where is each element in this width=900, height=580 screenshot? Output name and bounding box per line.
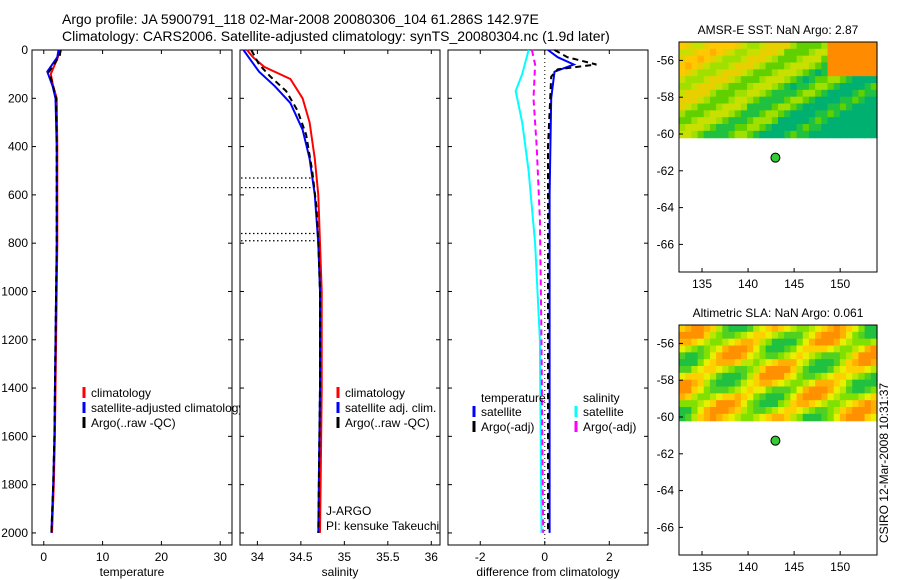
temperature-xtick-label: 20 bbox=[155, 550, 169, 564]
salinity-series-climatology bbox=[246, 49, 323, 533]
salinity-panel bbox=[239, 49, 441, 546]
salinity-xtick-label: 34.5 bbox=[289, 550, 313, 564]
amsr_sst-ytick-label: -66 bbox=[657, 237, 675, 251]
amsr_sst-ytick-label: -56 bbox=[657, 53, 675, 67]
amsr_sst-map-frame bbox=[678, 41, 878, 273]
altimetric_sla-ytick-label: -58 bbox=[657, 373, 675, 387]
amsr_sst-xtick-label: 140 bbox=[738, 277, 758, 291]
altimetric_sla-ytick-label: -56 bbox=[657, 336, 675, 350]
altimetric_sla-map-panel bbox=[678, 324, 878, 556]
argo-float-marker bbox=[770, 152, 781, 163]
amsr_sst-xtick-label: 150 bbox=[830, 277, 850, 291]
difference-series-argo-adj- bbox=[547, 49, 597, 533]
climatology-subtitle: Climatology: CARS2006. Satellite-adjuste… bbox=[62, 28, 610, 44]
altimetric_sla-xtick-label: 140 bbox=[738, 560, 758, 574]
pi-annotation: PI: kensuke Takeuchi bbox=[326, 519, 439, 533]
difference-xtick-label: 2 bbox=[606, 550, 613, 564]
salinity-xlabel: salinity bbox=[322, 565, 359, 579]
temperature-axes-box bbox=[31, 49, 233, 546]
depth-tick-label: 1000 bbox=[1, 284, 28, 298]
salinity-axes-box bbox=[239, 49, 441, 546]
salinity-legend-label: Argo(..raw -QC) bbox=[345, 416, 430, 430]
depth-tick-label: 1600 bbox=[1, 429, 28, 443]
temperature-series-argo-raw-qc- bbox=[48, 49, 62, 533]
salinity-xtick-label: 35.5 bbox=[376, 550, 400, 564]
amsr_sst-xtick-label: 135 bbox=[692, 277, 712, 291]
altimetric_sla-ytick-label: -64 bbox=[657, 484, 675, 498]
altimetric_sla-title: Altimetric SLA: NaN Argo: 0.061 bbox=[693, 306, 864, 320]
depth-tick-label: 200 bbox=[8, 91, 28, 105]
salinity-legend-label: satellite adj. clim. bbox=[345, 401, 436, 415]
program-annotation: J-ARGO bbox=[326, 504, 371, 518]
amsr_sst-field-cells bbox=[679, 42, 878, 139]
amsr_sst-title: AMSR-E SST: NaN Argo: 2.87 bbox=[698, 23, 859, 37]
altimetric_sla-ytick-label: -62 bbox=[657, 447, 675, 461]
amsr_sst-map-panel bbox=[678, 41, 878, 273]
temperature-xtick-label: 30 bbox=[214, 550, 228, 564]
salinity-xtick-label: 36 bbox=[425, 550, 439, 564]
depth-tick-label: 0 bbox=[21, 43, 28, 57]
temperature-panel bbox=[31, 49, 233, 546]
difference-legend-label: satellite bbox=[583, 405, 624, 419]
depth-tick-label: 2000 bbox=[1, 526, 28, 540]
temperature-legend-label: Argo(..raw -QC) bbox=[91, 416, 176, 430]
depth-tick-label: 600 bbox=[8, 188, 28, 202]
depth-tick-label: 1400 bbox=[1, 381, 28, 395]
amsr_sst-ytick-label: -58 bbox=[657, 90, 675, 104]
temperature-xlabel: temperature bbox=[100, 565, 165, 579]
difference-xtick-label: -2 bbox=[475, 550, 486, 564]
salinity-xtick-label: 34 bbox=[251, 550, 265, 564]
temperature-xtick-label: 0 bbox=[40, 550, 47, 564]
depth-tick-label: 1800 bbox=[1, 478, 28, 492]
amsr_sst-ytick-label: -60 bbox=[657, 127, 675, 141]
profile-title: Argo profile: JA 5900791_118 02-Mar-2008… bbox=[62, 11, 539, 27]
altimetric_sla-ytick-label: -66 bbox=[657, 520, 675, 534]
difference-series-satellite bbox=[514, 49, 543, 533]
altimetric_sla-xtick-label: 145 bbox=[784, 560, 804, 574]
legend-title-salinity: salinity bbox=[583, 391, 620, 405]
amsr_sst-xtick-label: 145 bbox=[784, 277, 804, 291]
difference-series-satellite bbox=[547, 49, 577, 533]
temperature-legend-label: climatology bbox=[91, 386, 151, 400]
altimetric_sla-map-frame bbox=[678, 324, 878, 556]
salinity-legend-label: climatology bbox=[345, 386, 405, 400]
difference-legend-label: satellite bbox=[481, 405, 522, 419]
altimetric_sla-ytick-label: -60 bbox=[657, 410, 675, 424]
amsr_sst-ytick-label: -62 bbox=[657, 164, 675, 178]
difference-panel bbox=[447, 49, 649, 546]
depth-tick-label: 400 bbox=[8, 140, 28, 154]
difference-xlabel: difference from climatology bbox=[476, 565, 619, 579]
timestamp-stamp: CSIRO 12-Mar-2008 10:31:37 bbox=[877, 383, 891, 543]
depth-tick-label: 1200 bbox=[1, 333, 28, 347]
argo-float-marker bbox=[770, 435, 781, 446]
temperature-legend-label: satellite-adjusted climatology bbox=[91, 401, 244, 415]
difference-legend-label: Argo(-adj) bbox=[583, 420, 636, 434]
depth-tick-label: 800 bbox=[8, 236, 28, 250]
difference-xtick-label: 0 bbox=[541, 550, 548, 564]
difference-series-argo-adj- bbox=[530, 49, 545, 533]
salinity-xtick-label: 35 bbox=[338, 550, 352, 564]
legend-title-temperature: temperature bbox=[481, 391, 546, 405]
difference-legend-label: Argo(-adj) bbox=[481, 420, 534, 434]
amsr_sst-ytick-label: -64 bbox=[657, 201, 675, 215]
altimetric_sla-xtick-label: 135 bbox=[692, 560, 712, 574]
temperature-xtick-label: 10 bbox=[96, 550, 110, 564]
altimetric_sla-xtick-label: 150 bbox=[830, 560, 850, 574]
altimetric_sla-field-cells bbox=[679, 325, 878, 422]
